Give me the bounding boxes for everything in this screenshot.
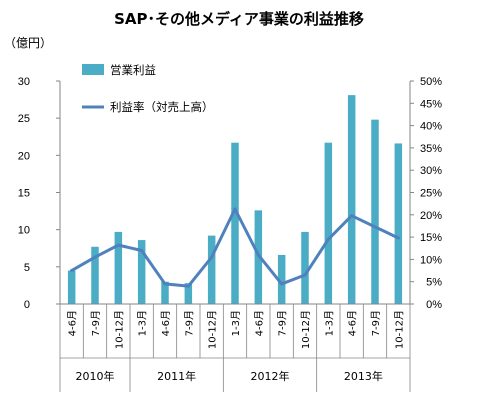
bar-4 — [137, 240, 146, 304]
category-label: 4-6月 — [160, 310, 172, 336]
line-point-5 — [163, 282, 167, 286]
line-point-15 — [396, 236, 400, 240]
category-label: 10-12月 — [113, 310, 125, 349]
line-point-6 — [186, 284, 190, 288]
category-label: 4-6月 — [67, 310, 79, 336]
right-ticks-group: 0% 5% 10% 15% 20% 25% 30% 35% 40% 45% 50% — [410, 76, 442, 311]
left-tick-label: 10 — [18, 225, 30, 237]
category-label: 7-9月 — [90, 310, 102, 336]
category-label: 4-6月 — [253, 310, 265, 336]
left-tick-label: 30 — [18, 76, 30, 88]
category-label: 1-3月 — [323, 310, 335, 336]
year-label: 2013年 — [344, 369, 383, 383]
line-point-11 — [303, 273, 307, 277]
category-label: 1-3月 — [137, 310, 149, 336]
y-axis-unit-label: （億円） — [4, 36, 52, 50]
right-tick-label: 35% — [420, 143, 442, 155]
right-tick-label: 50% — [420, 76, 442, 88]
category-label: 7-9月 — [370, 310, 382, 336]
line-point-9 — [256, 253, 260, 257]
line-point-12 — [326, 237, 330, 241]
line-point-14 — [373, 225, 377, 229]
bar-13 — [347, 95, 356, 304]
line-point-2 — [93, 255, 97, 259]
right-tick-label: 5% — [426, 277, 442, 289]
category-label: 10-12月 — [207, 310, 219, 349]
line-point-1 — [70, 269, 74, 273]
year-label: 2011年 — [157, 369, 196, 383]
chart-title: SAP･その他メディア事業の利益推移 — [114, 10, 364, 28]
bar-15 — [394, 143, 403, 304]
line-point-7 — [210, 255, 214, 259]
category-label: 1-3月 — [230, 310, 242, 336]
right-tick-label: 25% — [420, 188, 442, 200]
right-tick-label: 30% — [420, 165, 442, 177]
bar-10 — [277, 254, 286, 304]
bar-6 — [184, 283, 193, 304]
left-tick-label: 0 — [24, 299, 30, 311]
line-point-13 — [350, 214, 354, 218]
line-point-10 — [280, 282, 284, 286]
year-label: 2010年 — [76, 369, 115, 383]
right-tick-label: 10% — [420, 254, 442, 266]
left-tick-label: 15 — [18, 188, 30, 200]
bar-14 — [371, 119, 379, 304]
left-tick-label: 25 — [18, 113, 30, 125]
line-series-group — [70, 207, 400, 288]
legend-bar-label: 営業利益 — [110, 63, 156, 77]
bar-3 — [114, 231, 123, 304]
legend-line-label: 利益率（対売上高） — [110, 100, 214, 114]
year-labels-group: 2010年 2011年 2012年 2013年 — [59, 357, 411, 392]
category-label: 7-9月 — [277, 310, 289, 336]
line-point-4 — [140, 248, 144, 252]
line-point-8 — [233, 207, 237, 211]
bar-11 — [301, 231, 309, 304]
left-tick-label: 20 — [18, 150, 30, 162]
right-tick-label: 45% — [420, 98, 442, 110]
legend-bar-swatch — [82, 64, 104, 75]
category-label: 10-12月 — [393, 310, 405, 349]
right-tick-label: 20% — [420, 210, 442, 222]
category-label: 10-12月 — [300, 310, 312, 349]
bars-group — [67, 95, 403, 304]
year-label: 2012年 — [251, 369, 290, 383]
line-point-3 — [116, 243, 120, 247]
category-label: 4-6月 — [347, 310, 359, 336]
bar-5 — [161, 281, 169, 304]
right-tick-label: 15% — [420, 232, 442, 244]
category-label: 7-9月 — [183, 310, 195, 336]
left-ticks-group: 0 5 10 15 20 25 30 — [18, 76, 60, 311]
bar-7 — [207, 235, 216, 304]
bar-8 — [231, 142, 239, 304]
right-tick-label: 0% — [426, 299, 442, 311]
bar-1 — [67, 270, 76, 304]
bar-12 — [324, 142, 333, 304]
left-tick-label: 5 — [24, 262, 30, 274]
right-tick-label: 40% — [420, 121, 442, 133]
category-labels-group: 4-6月 7-9月 10-12月 1-3月 4-6月 7-9月 10-12月 1-3月 4-6月… — [59, 304, 411, 358]
bar-2 — [91, 246, 99, 304]
